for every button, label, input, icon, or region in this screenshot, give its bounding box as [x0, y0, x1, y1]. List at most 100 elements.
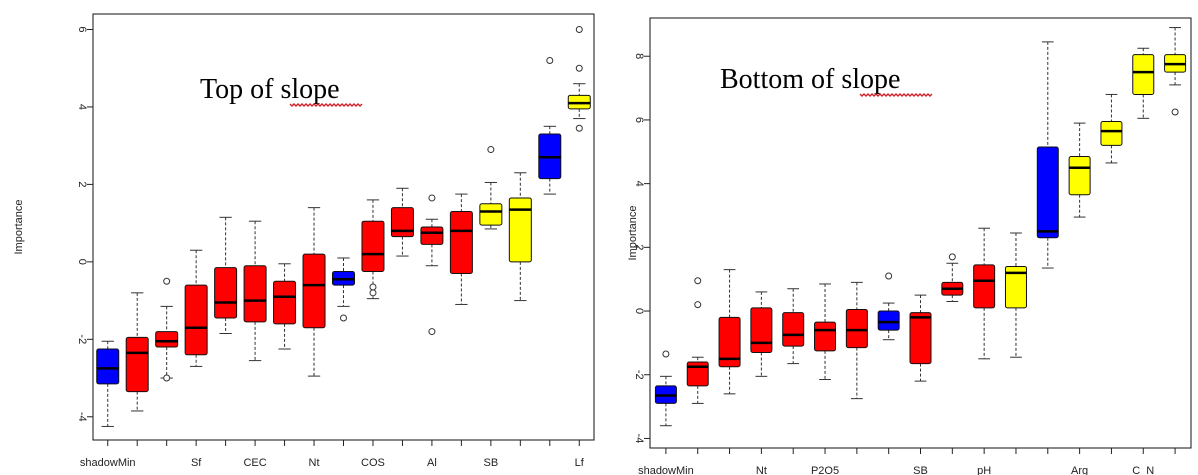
outlier-point — [428, 194, 436, 202]
box-body — [243, 265, 267, 323]
box-body — [1068, 156, 1091, 196]
y-tick-label: 0 — [633, 308, 645, 314]
x-tick-label: COS — [361, 457, 385, 469]
box-body — [1132, 54, 1155, 95]
box-item — [155, 277, 179, 382]
box-sb — [479, 146, 503, 230]
spellcheck-underline — [859, 93, 933, 97]
y-tick-label: -4 — [76, 412, 88, 422]
outlier-point — [662, 350, 670, 358]
box-body — [973, 264, 996, 309]
x-tick-label: pH — [977, 465, 991, 475]
box-item — [1004, 232, 1027, 358]
y-tick-label: 2 — [633, 244, 645, 250]
box-arg — [1068, 122, 1091, 218]
box-item — [332, 257, 355, 322]
top-of-slope-chart: -4 -2 0 2 4 6 Importance shadowMin Sf CEC Nt COS Al S… — [13, 13, 595, 469]
bottom-of-slope-chart: -4 -2 0 2 4 6 8 Importance shadowMin Nt P2O5 SB pH Ar… — [620, 0, 1198, 475]
box-body — [302, 253, 326, 329]
x-tick-label: C_N — [1132, 465, 1154, 475]
y-tick-label: 8 — [633, 53, 645, 59]
box-sf — [184, 249, 208, 367]
box-item — [1164, 27, 1187, 116]
y-axis-title: Importance — [627, 205, 639, 260]
outlier-point — [163, 374, 171, 382]
x-tick-label: shadowMin — [80, 457, 136, 469]
outlier-point — [340, 314, 347, 322]
y-tick-label: -2 — [76, 334, 88, 344]
box-body — [390, 207, 414, 238]
box-body — [782, 312, 805, 347]
box-item — [449, 193, 473, 305]
top-of-slope-plot: -4 -2 0 2 4 6 Importance shadowMin Sf CEC Nt COS Al S… — [13, 13, 595, 469]
box-body — [96, 348, 120, 385]
box-body — [845, 308, 868, 349]
box-body — [508, 197, 532, 263]
box-item — [1100, 93, 1123, 164]
box-body — [909, 312, 932, 365]
box-c_n — [1132, 47, 1155, 119]
y-axis-title: Importance — [13, 199, 25, 254]
box-item — [845, 281, 868, 400]
outlier-point — [694, 301, 702, 309]
spellcheck-underline — [289, 103, 363, 107]
x-tick-label: CEC — [243, 457, 266, 469]
box-nt — [302, 207, 326, 377]
outlier-point — [575, 124, 583, 132]
box-item — [214, 216, 238, 334]
box-body — [479, 203, 503, 226]
box-item — [273, 263, 297, 350]
box-body — [184, 284, 208, 356]
box-item — [390, 187, 414, 257]
box-body — [361, 220, 385, 273]
box-body — [877, 310, 900, 331]
box-item — [1036, 41, 1059, 269]
box-al — [420, 194, 444, 336]
outlier-point — [885, 272, 893, 280]
box-body — [420, 226, 444, 245]
outlier-point — [575, 25, 583, 33]
box-ph — [973, 227, 996, 360]
box-body — [214, 267, 238, 319]
x-tick-label: Arg — [1071, 465, 1088, 475]
outlier-point — [487, 146, 495, 154]
box-item — [125, 292, 149, 412]
panel-annotation: Bottom of slope — [720, 64, 900, 95]
box-cec — [243, 220, 267, 362]
x-tick-label: Al — [427, 457, 437, 469]
x-tick-label: SB — [913, 465, 928, 475]
box-body — [718, 316, 741, 368]
x-tick-label: P2O5 — [811, 465, 839, 475]
x-tick-label: Nt — [756, 465, 767, 475]
y-tick-label: 0 — [76, 259, 88, 265]
box-body — [125, 336, 149, 393]
box-body — [1100, 121, 1123, 146]
outlier-point — [694, 277, 702, 285]
y-tick-label: 2 — [76, 181, 88, 187]
box-item — [941, 253, 964, 302]
y-tick-label: -4 — [633, 434, 645, 444]
x-tick-label: Sf — [191, 457, 202, 469]
panel-annotation: Top of slope — [200, 74, 340, 105]
outlier-point — [546, 56, 554, 64]
y-tick-label: 6 — [633, 117, 645, 123]
box-item — [718, 269, 741, 395]
y-tick-label: 4 — [633, 181, 645, 187]
box-body — [750, 307, 773, 353]
box-item — [686, 277, 709, 404]
x-tick-label: SB — [484, 457, 499, 469]
outlier-point — [1171, 108, 1179, 116]
box-body — [1036, 146, 1059, 239]
box-sb — [909, 294, 932, 382]
y-tick-label: -2 — [633, 370, 645, 380]
outlier-point — [163, 277, 171, 285]
box-cos — [361, 199, 385, 300]
outlier-point — [369, 283, 377, 291]
y-tick-label: 6 — [76, 26, 88, 32]
x-tick-label: shadowMin — [638, 465, 694, 475]
box-body — [273, 280, 297, 325]
box-body — [814, 321, 837, 352]
outlier-point — [948, 253, 956, 261]
box-item — [877, 272, 900, 341]
box-lf — [567, 25, 591, 132]
